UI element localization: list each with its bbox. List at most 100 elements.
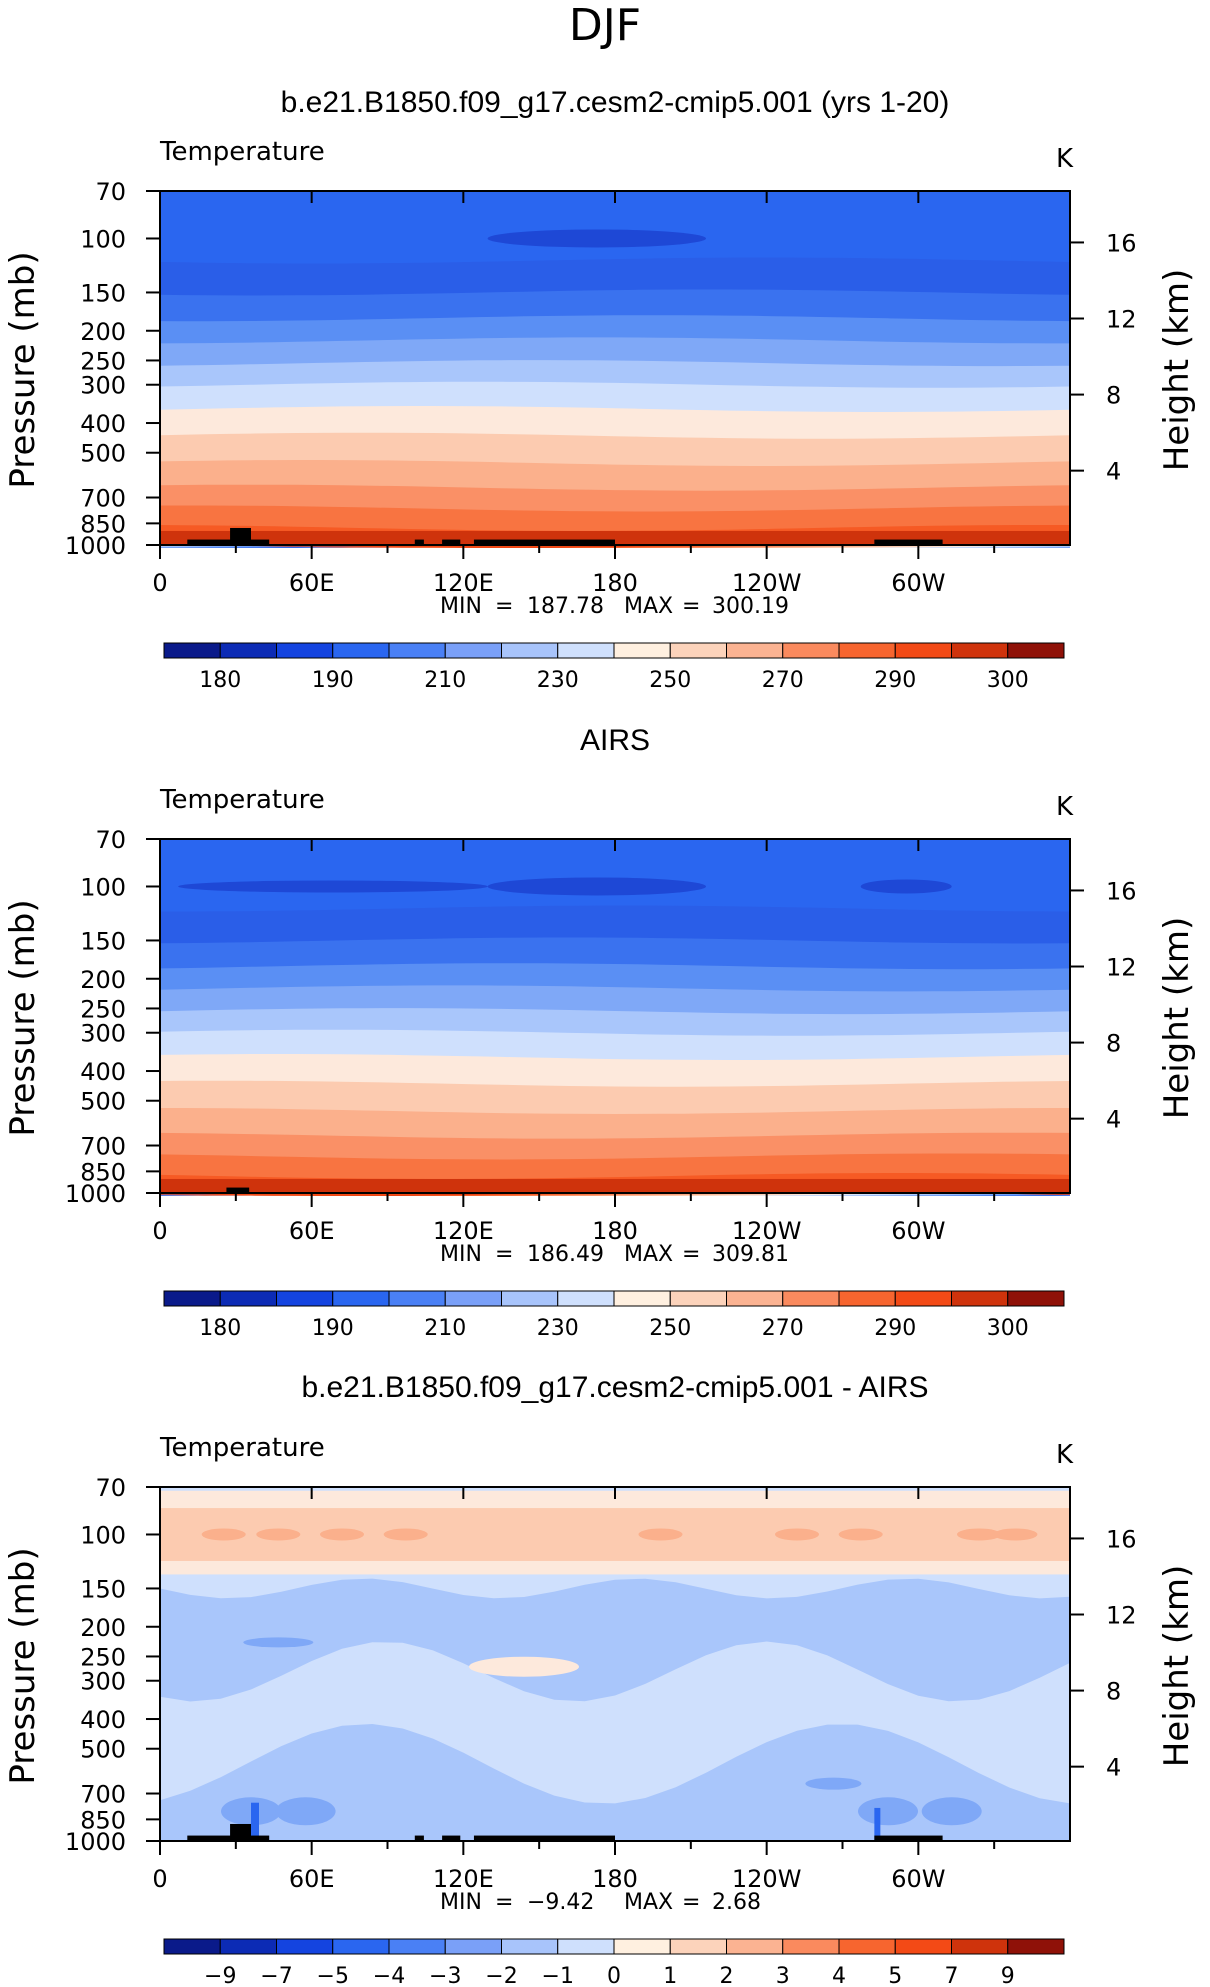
colorbar-label: 290 — [874, 668, 916, 693]
colorbar-swatch — [838, 1938, 896, 1955]
panels: b.e21.B1850.f09_g17.cesm2-cmip5.001 (yrs… — [3, 86, 1197, 1987]
colorbar-label: −1 — [542, 1964, 574, 1987]
colorbar-label: 190 — [312, 1316, 354, 1341]
colorbar-swatch — [332, 1290, 390, 1307]
variable-label: Temperature — [159, 1433, 325, 1463]
warm-patch — [256, 1528, 301, 1541]
colorbar-swatch — [332, 1938, 390, 1955]
x-tick-label: 60E — [289, 1217, 335, 1245]
x-tick-label: 120E — [433, 1865, 494, 1893]
colorbar-label: 1 — [663, 1964, 677, 1987]
y2-tick-label: 12 — [1106, 306, 1137, 334]
y-tick-label: 400 — [80, 1058, 126, 1086]
min-label: MIN — [440, 594, 482, 619]
warm-patch — [469, 1656, 579, 1677]
colorbar-swatch — [276, 1290, 334, 1307]
topography — [230, 1823, 251, 1841]
colorbar-label: 9 — [1001, 1964, 1015, 1987]
y-tick-label: 700 — [80, 1781, 126, 1809]
y-tick-label: 850 — [80, 1158, 126, 1186]
colorbar-swatch — [163, 1938, 221, 1955]
min-value: 186.49 — [527, 1242, 604, 1267]
variable-label: Temperature — [159, 137, 325, 167]
colorbar-swatch — [782, 642, 840, 659]
colorbar-label: 0 — [607, 1964, 621, 1987]
colorbar-label: 210 — [424, 668, 466, 693]
x-tick-label: 60E — [289, 569, 335, 597]
cold-core — [860, 879, 952, 894]
y-tick-label: 150 — [80, 279, 126, 307]
colorbar-label: 180 — [199, 668, 241, 693]
cold-core — [178, 880, 488, 893]
colorbar-swatch — [726, 642, 784, 659]
colorbar-label: 180 — [199, 1316, 241, 1341]
x-tick-label: 180 — [592, 1217, 638, 1245]
cool-patch — [858, 1797, 918, 1826]
x-tick-label: 60W — [891, 1865, 945, 1893]
y2-axis-label: Height (km) — [1157, 1565, 1197, 1768]
colorbar-label: 230 — [537, 1316, 579, 1341]
colorbar-label: 190 — [312, 668, 354, 693]
y-tick-label: 700 — [80, 1133, 126, 1161]
cool-patch — [275, 1797, 336, 1826]
cool-band — [160, 1724, 1070, 1841]
topography — [874, 1835, 943, 1841]
min-label: MIN — [440, 1890, 482, 1915]
x-tick-label: 120W — [732, 569, 802, 597]
colorbar-swatch — [219, 1290, 277, 1307]
y-tick-label: 250 — [80, 1643, 126, 1671]
y-tick-label: 250 — [80, 995, 126, 1023]
y-tick-label: 200 — [80, 966, 126, 994]
x-tick-label: 0 — [152, 1865, 167, 1893]
chart-panel: b.e21.B1850.f09_g17.cesm2-cmip5.001 (yrs… — [3, 86, 1197, 693]
topography — [874, 539, 943, 545]
colorbar-swatch — [951, 1290, 1009, 1307]
colorbar-swatch — [557, 1938, 615, 1955]
warm-band — [160, 1508, 1070, 1561]
colorbar-swatch — [163, 642, 221, 659]
colorbar-label: 2 — [720, 1964, 734, 1987]
max-label: MAX — [624, 1242, 673, 1267]
colorbar-swatch — [613, 1938, 671, 1955]
topography — [473, 539, 615, 545]
chart-title: AIRS — [580, 724, 650, 757]
x-tick-label: 60E — [289, 1865, 335, 1893]
max-eq: = — [682, 1242, 700, 1267]
y-tick-label: 100 — [80, 873, 126, 901]
units-label: K — [1056, 792, 1074, 822]
colorbar-swatch — [388, 1938, 446, 1955]
units-label: K — [1056, 1440, 1074, 1470]
colorbar-swatch — [219, 1938, 277, 1955]
y-tick-label: 400 — [80, 1706, 126, 1734]
colorbar-swatch — [894, 642, 952, 659]
colorbar-label: 290 — [874, 1316, 916, 1341]
y2-tick-label: 16 — [1106, 1525, 1137, 1553]
y2-axis-label: Height (km) — [1157, 917, 1197, 1120]
y-tick-label: 300 — [80, 372, 126, 400]
y-tick-label: 250 — [80, 347, 126, 375]
colorbar-swatch — [557, 642, 615, 659]
y-tick-label: 200 — [80, 318, 126, 346]
y-tick-label: 300 — [80, 1668, 126, 1696]
x-tick-label: 120E — [433, 1217, 494, 1245]
x-tick-label: 180 — [592, 569, 638, 597]
colorbar-label: 230 — [537, 668, 579, 693]
colorbar-swatch — [557, 1290, 615, 1307]
cool-patch — [874, 1807, 881, 1841]
chart-title: b.e21.B1850.f09_g17.cesm2-cmip5.001 - AI… — [301, 1371, 928, 1404]
y-tick-label: 70 — [95, 826, 126, 854]
cool-patch — [921, 1797, 982, 1826]
colorbar-swatch — [163, 1290, 221, 1307]
colorbar-swatch — [276, 642, 334, 659]
colorbar-swatch — [444, 642, 502, 659]
max-value: 309.81 — [712, 1242, 789, 1267]
colorbar-swatch — [501, 1938, 559, 1955]
cold-core — [487, 877, 706, 896]
y-tick-label: 150 — [80, 927, 126, 955]
colorbar-label: 250 — [649, 668, 691, 693]
topography — [226, 1187, 250, 1193]
colorbar-swatch — [276, 1938, 334, 1955]
colorbar-swatch — [1007, 642, 1065, 659]
